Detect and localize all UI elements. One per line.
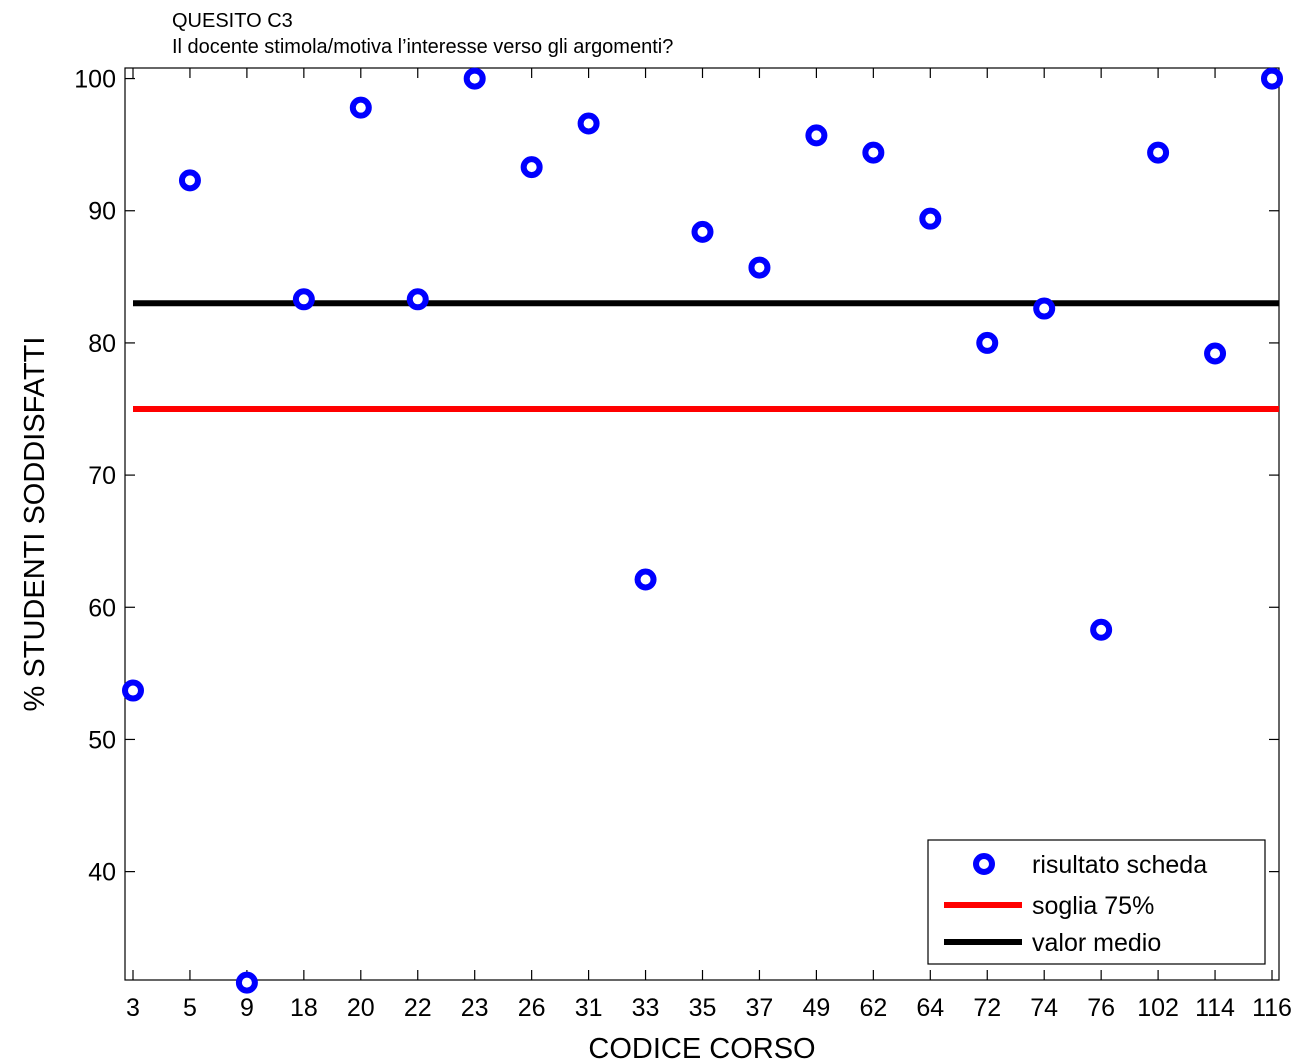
data-point bbox=[1090, 618, 1113, 641]
chart-subtitle: Il docente stimola/motiva l’interesse ve… bbox=[172, 36, 673, 58]
data-point bbox=[520, 156, 543, 179]
y-tick-label: 90 bbox=[88, 198, 116, 226]
x-axis-label: CODICE CORSO bbox=[588, 1033, 815, 1064]
data-point bbox=[235, 971, 258, 994]
x-tick-label: 76 bbox=[1087, 994, 1115, 1022]
y-tick-label: 70 bbox=[88, 462, 116, 490]
data-point bbox=[1033, 297, 1056, 320]
data-point bbox=[577, 112, 600, 135]
legend-marker-scatter bbox=[973, 853, 995, 875]
data-point bbox=[691, 220, 714, 243]
data-point bbox=[862, 141, 885, 164]
data-point bbox=[748, 256, 771, 279]
x-tick-label: 37 bbox=[746, 994, 774, 1022]
x-tick-label: 116 bbox=[1252, 994, 1292, 1022]
x-tick-label: 31 bbox=[575, 994, 603, 1022]
y-tick-label: 80 bbox=[88, 330, 116, 358]
x-tick-label: 114 bbox=[1195, 994, 1235, 1022]
y-axis-label: % STUDENTI SODDISFATTI bbox=[19, 337, 51, 712]
x-tick-label: 33 bbox=[632, 994, 660, 1022]
data-point bbox=[463, 67, 486, 90]
x-tick-label: 72 bbox=[973, 994, 1001, 1022]
y-tick-label: 60 bbox=[88, 594, 116, 622]
x-tick-label: 22 bbox=[404, 994, 432, 1022]
x-tick-label: 64 bbox=[916, 994, 944, 1022]
data-point bbox=[976, 331, 999, 354]
data-point bbox=[178, 169, 201, 192]
x-tick-label: 49 bbox=[802, 994, 830, 1022]
x-tick-label: 3 bbox=[126, 994, 140, 1022]
x-tick-label: 62 bbox=[859, 994, 887, 1022]
data-point bbox=[292, 288, 315, 311]
x-tick-label: 9 bbox=[240, 994, 254, 1022]
data-point bbox=[122, 679, 144, 702]
chart-title: QUESITO C3 bbox=[172, 10, 293, 32]
y-tick-label: 100 bbox=[74, 66, 116, 94]
data-point bbox=[919, 207, 942, 230]
y-tick-label: 40 bbox=[88, 859, 116, 887]
data-point bbox=[634, 568, 657, 591]
data-point bbox=[406, 288, 429, 311]
x-tick-label: 74 bbox=[1030, 994, 1058, 1022]
data-point bbox=[805, 124, 828, 147]
x-tick-label: 18 bbox=[290, 994, 318, 1022]
x-tick-label: 102 bbox=[1137, 994, 1179, 1022]
data-point bbox=[1204, 342, 1227, 365]
x-tick-label: 20 bbox=[347, 994, 375, 1022]
data-point bbox=[1261, 67, 1283, 90]
x-tick-label: 5 bbox=[183, 994, 197, 1022]
y-tick-label: 50 bbox=[88, 726, 116, 754]
legend-point bbox=[973, 853, 995, 875]
x-tick-label: 23 bbox=[461, 994, 489, 1022]
x-tick-label: 35 bbox=[689, 994, 717, 1022]
data-point bbox=[349, 96, 372, 119]
legend-label-soglia: soglia 75% bbox=[1032, 892, 1154, 920]
legend-label-valor-medio: valor medio bbox=[1032, 929, 1161, 957]
legend: risultato scheda soglia 75% valor medio bbox=[927, 839, 1266, 965]
data-point bbox=[1147, 141, 1170, 164]
x-tick-label: 26 bbox=[518, 994, 546, 1022]
legend-label-risultato-scheda: risultato scheda bbox=[1032, 851, 1207, 879]
